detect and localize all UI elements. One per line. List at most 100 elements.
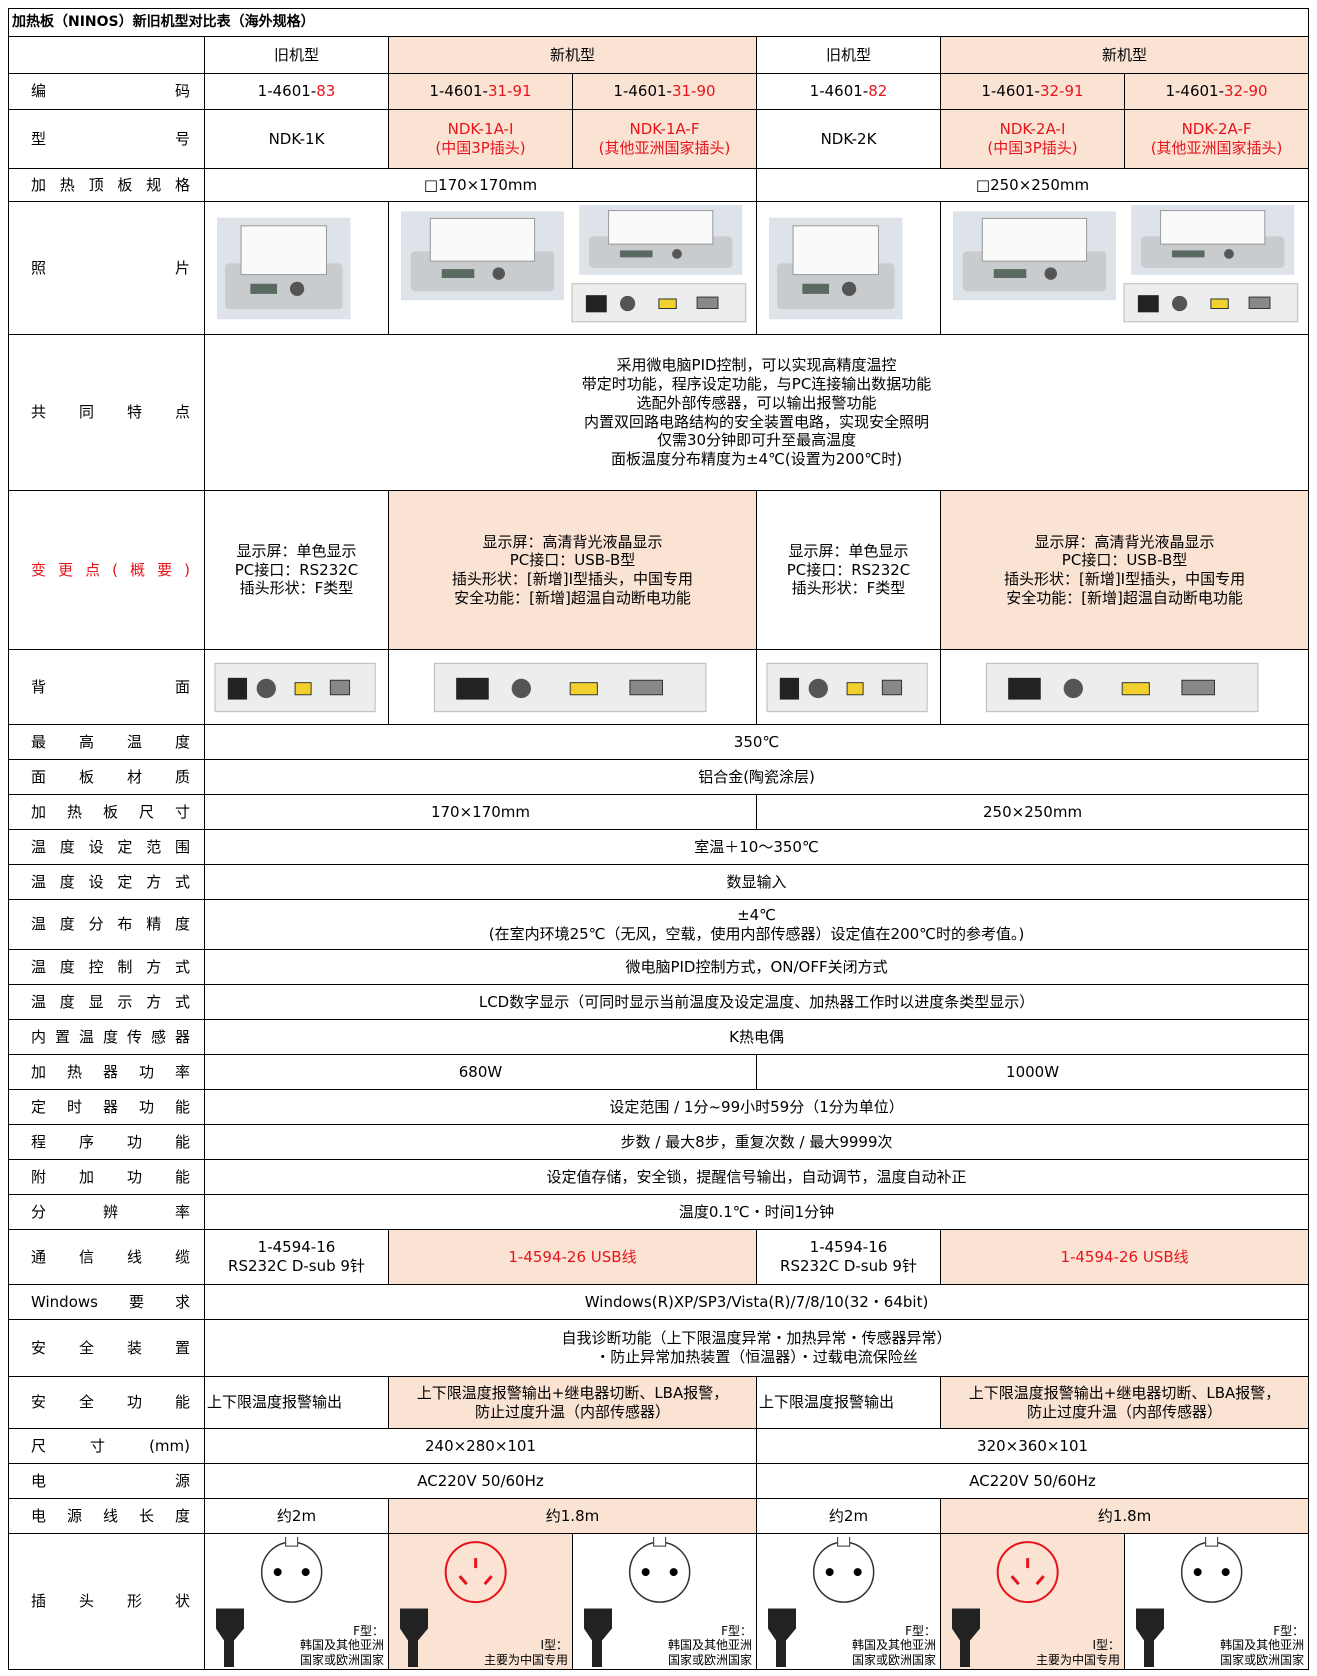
- text-line: (中国3P插头): [435, 139, 526, 157]
- table-cell: [388, 201, 757, 335]
- table-cell: [204, 649, 389, 725]
- row-label: 型号: [8, 109, 205, 169]
- table-cell: LCD数字显示（可同时显示当前温度及设定温度、加热器工作时以进度条类型显示）: [203, 984, 1310, 1020]
- back-socket: [1008, 677, 1041, 700]
- socket-pin: [1010, 1575, 1020, 1586]
- plug-text: I型： 主要为中国专用: [1036, 1638, 1120, 1667]
- table-cell: 320×360×101: [755, 1428, 1310, 1464]
- text-line: RS232C D-sub 9针: [780, 1257, 917, 1275]
- device-plate: [608, 209, 714, 245]
- socket-clip: [837, 1537, 851, 1547]
- cell-text: NDK-1K: [268, 129, 325, 148]
- text-line: PC接口：RS232C: [234, 560, 359, 579]
- table-cell: 1-4601-32-91: [940, 73, 1125, 110]
- socket-pin: [1035, 1575, 1045, 1586]
- text-line: I型：: [1092, 1638, 1120, 1653]
- row-label: 温度设定方式: [8, 864, 205, 900]
- table-cell: 铝合金(陶瓷涂层): [203, 759, 1310, 795]
- table-row: 加热顶板规格 □170×170mm □250×250mm: [8, 168, 1310, 202]
- table-cell: [756, 649, 941, 725]
- text-line: 安全功能：[新增]超温自动断电功能: [454, 588, 691, 607]
- table-row: 共同特点 采用微电脑PID控制，可以实现高精度温控 带定时功能，程序设定功能，与PC…: [8, 334, 1310, 491]
- plug-icon: [1136, 1537, 1243, 1667]
- row-label: 电源: [8, 1463, 205, 1499]
- table-cell: 680W: [204, 1054, 757, 1090]
- row-label: Windows要求: [8, 1284, 205, 1320]
- socket-i: [444, 1541, 507, 1604]
- table-title: 加热板（NINOS）新旧机型对比表（海外规格）: [7, 8, 1310, 37]
- cell-text: K热电偶: [729, 1027, 784, 1046]
- back-port: [1121, 681, 1150, 695]
- table-cell: F型： 韩国及其他亚洲 国家或欧洲国家: [756, 1533, 941, 1670]
- text-line: 国家或欧洲国家: [299, 1652, 384, 1667]
- cell-text: 旧机型: [273, 45, 319, 64]
- text-part: 1-4601-: [613, 82, 672, 101]
- text-line: 上下限温度报警输出+继电器切断、LBA报警，: [416, 1383, 729, 1402]
- text-line: 韩国及其他亚洲: [667, 1638, 752, 1653]
- cell-text: Windows(R)XP/SP3/Vista(R)/7/8/10(32・64bi…: [584, 1292, 929, 1311]
- table-row: 加热器功率 680W 1000W: [8, 1054, 1310, 1090]
- text-line: I型：: [540, 1638, 568, 1653]
- table-row: 安全装置 自我诊断功能（上下限温度异常・加热异常・传感器异常） ・防止异常加热装置（…: [8, 1319, 1310, 1377]
- back-switch: [1063, 678, 1083, 698]
- row-label: 安全装置: [8, 1319, 205, 1377]
- table-cell: AC220V 50/60Hz: [204, 1463, 757, 1499]
- table-cell: 上下限温度报警输出+继电器切断、LBA报警， 防止过度升温（内部传感器）: [939, 1376, 1310, 1429]
- plug-body: [216, 1608, 244, 1667]
- table-cell: ±4℃ (在室内环境25℃（无风，空载，使用内部传感器）设定值在200℃时的参考值…: [203, 899, 1310, 950]
- cell-image: [985, 662, 1259, 712]
- socket-hole: [301, 1568, 310, 1577]
- socket-clip: [1205, 1537, 1219, 1547]
- table-row: 型号 NDK-1K NDK-1A-I (中国3P插头) NDK-1A-F (其他亚洲国家插…: [8, 109, 1310, 169]
- back-port: [846, 681, 864, 695]
- cell-text: LCD数字显示（可同时显示当前温度及设定温度、加热器工作时以进度条类型显示）: [478, 992, 1035, 1011]
- table-cell: 1-4594-16 RS232C D-sub 9针: [756, 1229, 941, 1285]
- back-port: [569, 681, 598, 695]
- row-label: 安全功能: [8, 1376, 205, 1429]
- text-line: (其他亚洲国家插头): [598, 139, 731, 157]
- table-row: 分辨率 温度0.1℃・时间1分钟: [8, 1194, 1310, 1230]
- table-cell: Windows(R)XP/SP3/Vista(R)/7/8/10(32・64bi…: [203, 1284, 1310, 1320]
- back-socket: [227, 677, 248, 700]
- cell-text: 350℃: [733, 732, 780, 751]
- table-row: 安全功能 上下限温度报警输出 上下限温度报警输出+继电器切断、LBA报警， 防止过度升…: [8, 1376, 1310, 1429]
- comparison-table: 加热板（NINOS）新旧机型对比表（海外规格） 旧机型 新机型 旧机型 新机型 编码 1-4…: [7, 8, 1310, 1670]
- table-cell: 1-4601-82: [756, 73, 941, 110]
- device-display: [250, 283, 278, 294]
- row-label: 共同特点: [8, 334, 205, 491]
- text-line: 1-4594-16: [809, 1238, 888, 1257]
- table-cell: 1-4594-26 USB线: [939, 1229, 1310, 1285]
- table-row: 定时器功能 设定范围 / 1分~99小时59分（1分为单位）: [8, 1089, 1310, 1125]
- text-line: NDK-2A-I: [999, 120, 1066, 139]
- table-cell: [756, 201, 941, 335]
- device-display: [802, 283, 830, 294]
- table-cell: 设定值存储，安全锁，提醒信号输出，自动调节，温度自动补正: [203, 1159, 1310, 1195]
- row-label: 变更点(概要): [8, 490, 205, 650]
- row-label: 温度分布精度: [8, 899, 205, 950]
- socket-hole: [853, 1568, 862, 1577]
- table-cell: 采用微电脑PID控制，可以实现高精度温控 带定时功能，程序设定功能，与PC连接输出…: [203, 334, 1310, 491]
- row-label: 通信线缆: [8, 1229, 205, 1285]
- text-part: 32-91: [1039, 82, 1084, 101]
- back-port: [1210, 297, 1229, 309]
- text-line: 韩国及其他亚洲: [1220, 1638, 1305, 1653]
- table-row: 面板材质 铝合金(陶瓷涂层): [8, 759, 1310, 795]
- text-line: 防止过度升温（内部传感器）: [1027, 1402, 1223, 1421]
- text-line: PC接口：USB-B型: [509, 551, 636, 570]
- plug-body: [1136, 1608, 1164, 1667]
- back-switch: [619, 295, 636, 311]
- text-part: 1-4601-: [981, 82, 1040, 101]
- text-line: 国家或欧洲国家: [1220, 1652, 1305, 1667]
- text-line: 上下限温度报警输出+继电器切断、LBA报警，: [968, 1383, 1281, 1402]
- row-label: 尺寸(mm): [8, 1428, 205, 1464]
- row-label: 温度设定范围: [8, 829, 205, 865]
- table-cell: I型： 主要为中国专用: [388, 1533, 573, 1670]
- plug-text: F型： 韩国及其他亚洲 国家或欧洲国家: [300, 1624, 384, 1667]
- back-socket: [779, 677, 800, 700]
- cell-text: 旧机型: [825, 45, 871, 64]
- cell-text: 约2m: [828, 1506, 869, 1525]
- table-cell: 上下限温度报警输出+继电器切断、LBA报警， 防止过度升温（内部传感器）: [388, 1376, 757, 1429]
- row-label: 附加功能: [8, 1159, 205, 1195]
- table-cell: 约1.8m: [388, 1498, 757, 1534]
- device-knob: [672, 248, 682, 259]
